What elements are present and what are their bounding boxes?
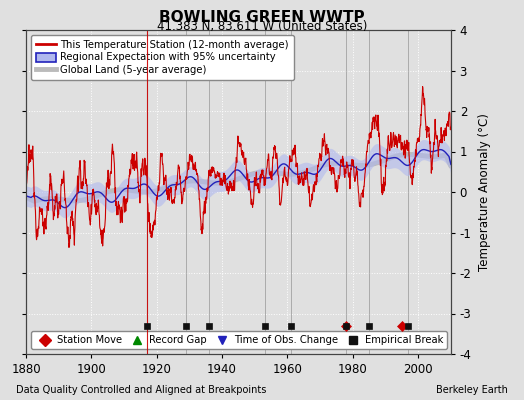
Y-axis label: Temperature Anomaly (°C): Temperature Anomaly (°C) <box>478 113 492 271</box>
Text: BOWLING GREEN WWTP: BOWLING GREEN WWTP <box>159 10 365 25</box>
Text: Data Quality Controlled and Aligned at Breakpoints: Data Quality Controlled and Aligned at B… <box>16 385 266 395</box>
Text: Berkeley Earth: Berkeley Earth <box>436 385 508 395</box>
Text: 41.383 N, 83.611 W (United States): 41.383 N, 83.611 W (United States) <box>157 20 367 33</box>
Legend: Station Move, Record Gap, Time of Obs. Change, Empirical Break: Station Move, Record Gap, Time of Obs. C… <box>31 331 447 349</box>
